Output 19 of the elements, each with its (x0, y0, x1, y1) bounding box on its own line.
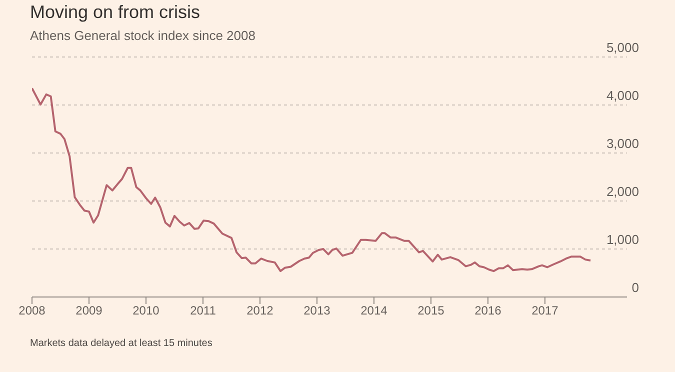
x-tick-label: 2012 (246, 304, 274, 318)
x-tick-label: 2011 (190, 304, 216, 318)
x-tick-label: 2017 (532, 304, 559, 318)
x-tick-label: 2016 (474, 304, 502, 318)
y-tick-label: 3,000 (606, 136, 639, 151)
y-tick-label: 0 (632, 280, 639, 295)
chart-subtitle: Athens General stock index since 2008 (30, 28, 256, 43)
text: Markets data delayed at least 15 minutes (30, 338, 212, 349)
y-tick-label: 4,000 (606, 88, 639, 103)
x-tick-label: 2010 (132, 304, 160, 318)
x-tick-label: 2009 (76, 304, 103, 318)
x-tick-label: 2013 (304, 304, 331, 318)
chart-title: Moving on from crisis (30, 2, 200, 23)
x-tick-label: 2014 (360, 304, 388, 318)
x-tick-label: 2008 (18, 304, 46, 318)
x-tick-label: 2015 (418, 304, 445, 318)
y-tick-label: 1,000 (606, 232, 639, 247)
y-tick-label: 5,000 (606, 40, 639, 55)
y-tick-label: 2,000 (606, 184, 639, 199)
